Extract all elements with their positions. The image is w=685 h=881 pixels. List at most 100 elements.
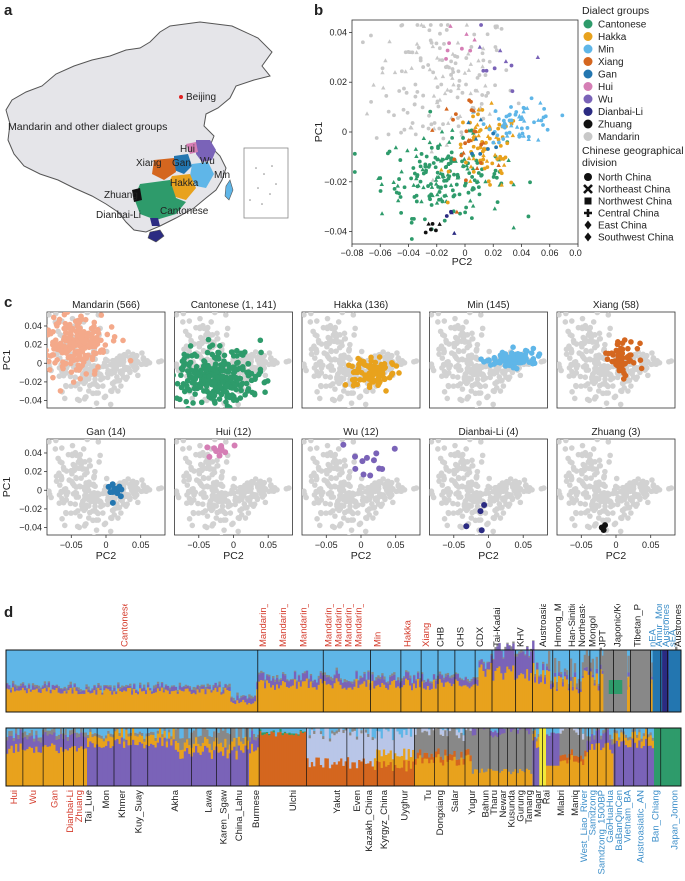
legend-shape-circle (584, 173, 592, 181)
background-point (79, 459, 86, 465)
scatter-point (383, 58, 388, 63)
background-point (594, 312, 601, 316)
scatter-point (428, 197, 432, 202)
background-point (314, 459, 320, 466)
scatter-point (477, 73, 482, 77)
group-point (262, 389, 268, 396)
scatter-point (536, 137, 541, 142)
scatter-point (468, 178, 473, 183)
scatter-point (369, 33, 373, 38)
background-point (593, 339, 600, 346)
background-point (236, 515, 243, 522)
background-point (606, 459, 612, 465)
subplot-hakka: Hakka (136) (301, 300, 421, 409)
background-point (589, 332, 596, 338)
group-point (610, 351, 616, 358)
scatter-point (427, 67, 433, 72)
scatter-point (485, 165, 490, 170)
background-point (466, 339, 472, 346)
scatter-point (476, 129, 481, 134)
background-point (348, 400, 355, 406)
bottom-population-label: Maniq (570, 790, 581, 816)
background-point (369, 501, 375, 507)
background-point (588, 348, 594, 354)
group-point (245, 385, 252, 392)
scatter-point (463, 141, 468, 146)
group-point (221, 360, 227, 366)
background-point (427, 296, 433, 302)
group-point (360, 471, 367, 478)
scatter-point (446, 176, 451, 181)
background-point (188, 337, 194, 344)
background-point (308, 351, 315, 357)
scatter-point (501, 118, 506, 123)
group-point (211, 354, 218, 361)
region-dianbai-li (150, 218, 160, 226)
scatter-point (439, 185, 443, 190)
group-point (65, 335, 72, 341)
background-point (339, 312, 346, 316)
background-point (340, 487, 347, 494)
scatter-point (521, 118, 527, 123)
scatter-point (451, 194, 456, 199)
background-point (143, 488, 150, 495)
legend-label-mandarin: Mandarin (598, 132, 640, 143)
background-point (571, 395, 578, 402)
group-point (237, 395, 244, 401)
group-point (361, 377, 367, 383)
x-tick-label: 0.05 (259, 540, 277, 550)
legend-swatch-hui (583, 82, 593, 91)
background-point (336, 507, 342, 514)
background-point (111, 369, 118, 376)
background-point (235, 401, 241, 408)
background-point (260, 481, 266, 488)
background-point (347, 341, 353, 348)
background-point (350, 390, 357, 396)
scatter-point (445, 87, 450, 92)
group-point (57, 388, 64, 394)
background-point (538, 358, 545, 365)
background-point (93, 527, 100, 533)
background-point (469, 462, 476, 469)
background-point (491, 388, 498, 395)
scatter-point (481, 68, 486, 73)
background-point (569, 389, 575, 395)
admixture-bar-bottom (5, 727, 682, 787)
background-point (579, 325, 586, 332)
scatter-point (379, 182, 384, 187)
top-population-label: Mandarin_NWC (354, 604, 365, 647)
group-point (41, 350, 47, 356)
scatter-point (447, 41, 452, 45)
background-point (568, 489, 575, 496)
group-point (603, 350, 609, 356)
group-point (181, 351, 188, 358)
scatter-point (538, 100, 543, 105)
background-point (92, 507, 98, 514)
top-population-label: JPT (597, 630, 608, 647)
bottom-population-label: Mlabri (556, 790, 567, 816)
background-point (350, 517, 357, 523)
scatter-point (448, 182, 454, 187)
mandarin-region-label: Mandarin and other dialect groups (8, 121, 167, 133)
scatter-point (411, 182, 416, 187)
scatter-point (399, 130, 403, 135)
background-point (302, 439, 307, 445)
scatter-point (509, 63, 514, 68)
scatter-point (492, 152, 498, 157)
scatter-point (450, 67, 455, 71)
group-point (486, 357, 492, 364)
background-point (59, 516, 65, 522)
background-point (358, 490, 365, 497)
scatter-point (392, 70, 398, 75)
scatter-point (474, 166, 480, 171)
background-point (97, 452, 103, 459)
background-point (584, 523, 591, 530)
subplot-title: Dianbai-Li (4) (458, 427, 518, 438)
background-point (86, 382, 93, 389)
scatter-point (453, 112, 458, 117)
legend-swatch-wu (583, 94, 593, 104)
background-point (86, 509, 93, 516)
scatter-point (434, 228, 438, 233)
background-point (308, 478, 315, 484)
region-hakka (168, 174, 196, 200)
